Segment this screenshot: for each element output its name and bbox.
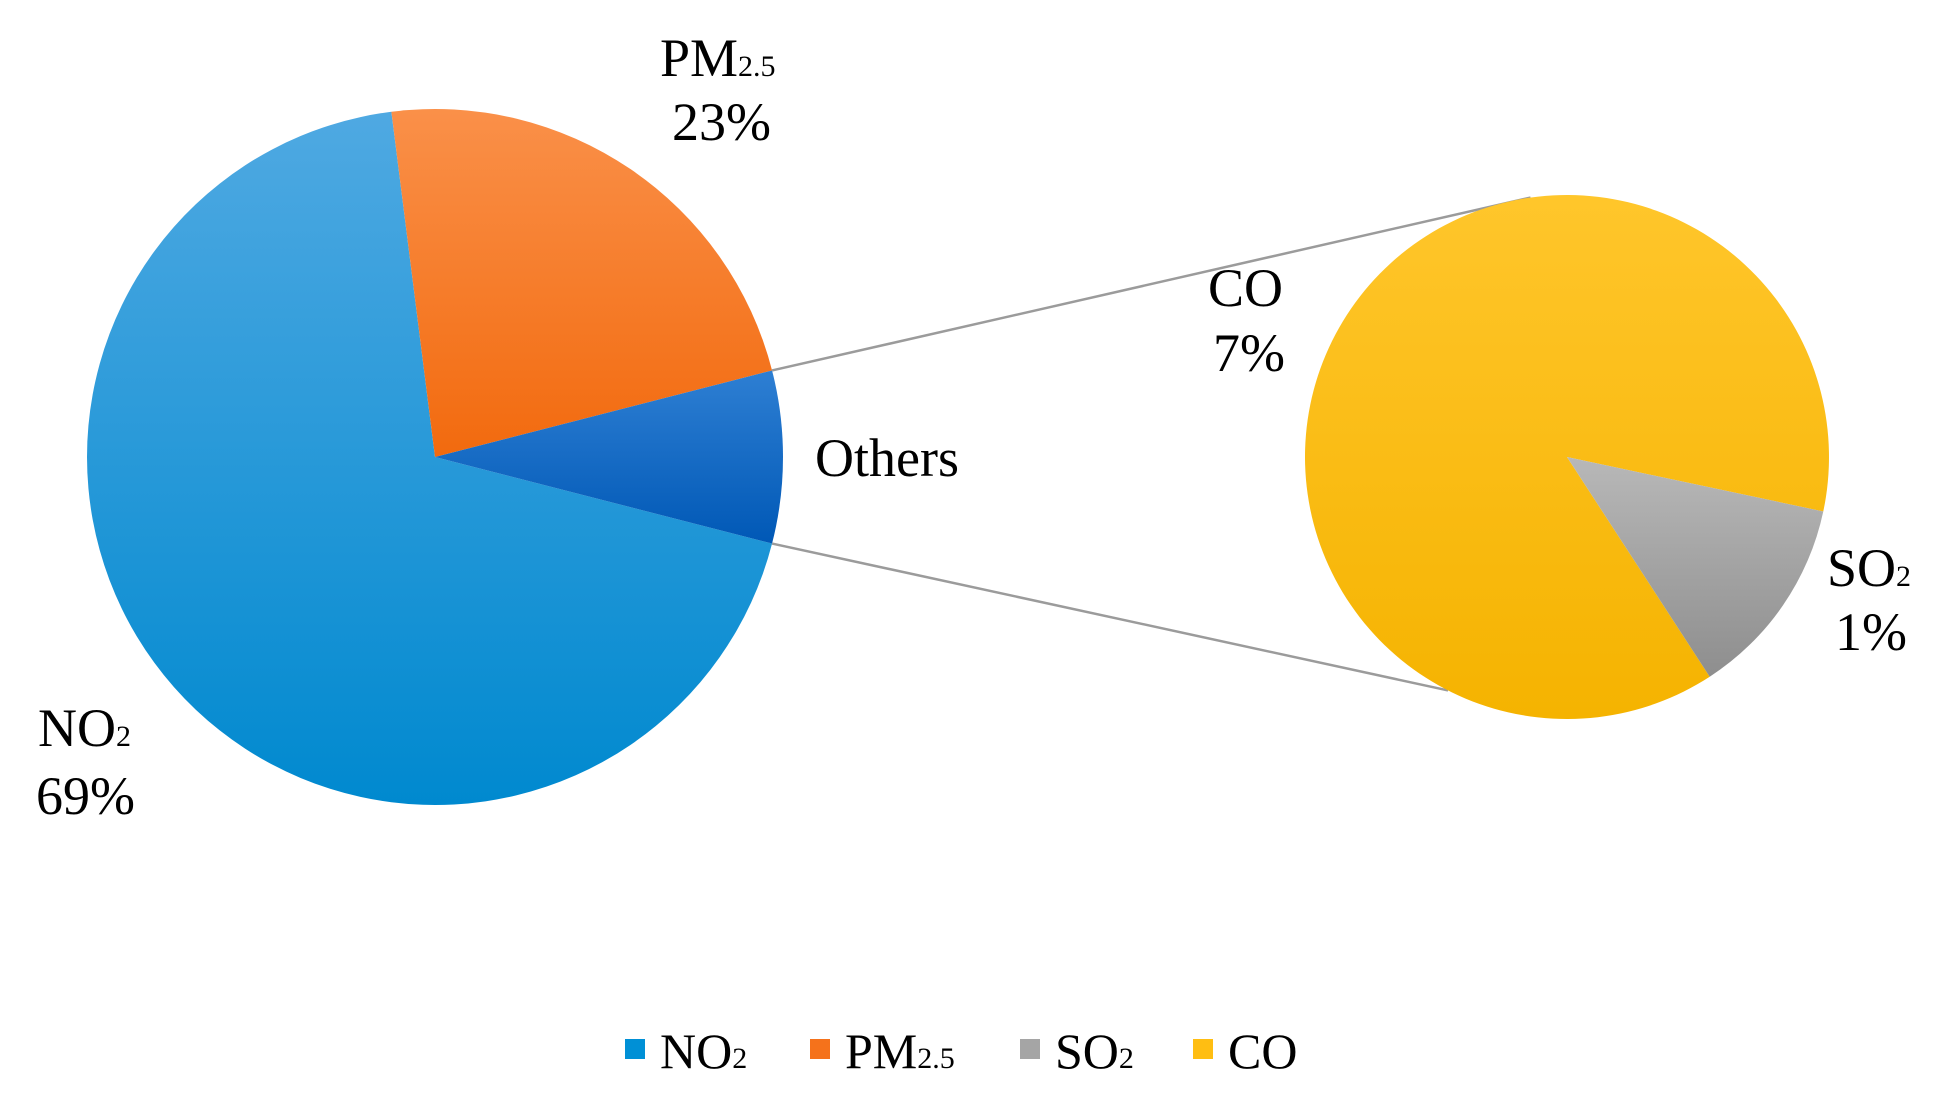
slice-no2 — [87, 111, 773, 805]
legend-swatch-so2 — [1020, 1039, 1040, 1059]
legend-swatch-no2 — [625, 1039, 645, 1059]
label-pm25-value: 23% — [672, 92, 771, 152]
connector-line-top — [771, 196, 1531, 372]
label-co-name: CO — [1208, 258, 1283, 318]
legend-swatch-co — [1193, 1039, 1213, 1059]
slice-pm25 — [391, 108, 773, 457]
label-co-value: 7% — [1213, 323, 1285, 383]
label-so2-value: 1% — [1835, 602, 1907, 662]
legend-label-pm25: PM2.5 — [845, 1023, 955, 1079]
label-others: Others — [815, 428, 959, 488]
label-pm25-name: PM2.5 — [660, 28, 776, 88]
label-no2-value: 69% — [36, 766, 135, 826]
slice-co — [1304, 195, 1829, 720]
slice-others — [435, 370, 784, 544]
legend: NO2 PM2.5 SO2 CO — [625, 1023, 1297, 1079]
legend-swatch-pm25 — [810, 1039, 830, 1059]
legend-label-co: CO — [1228, 1023, 1297, 1079]
label-so2-name: SO2 — [1827, 538, 1911, 598]
connector-line-bottom — [771, 542, 1449, 692]
legend-label-so2: SO2 — [1055, 1023, 1134, 1079]
label-no2-name: NO2 — [38, 698, 131, 758]
legend-label-no2: NO2 — [660, 1023, 747, 1079]
slice-so2 — [1567, 457, 1824, 677]
